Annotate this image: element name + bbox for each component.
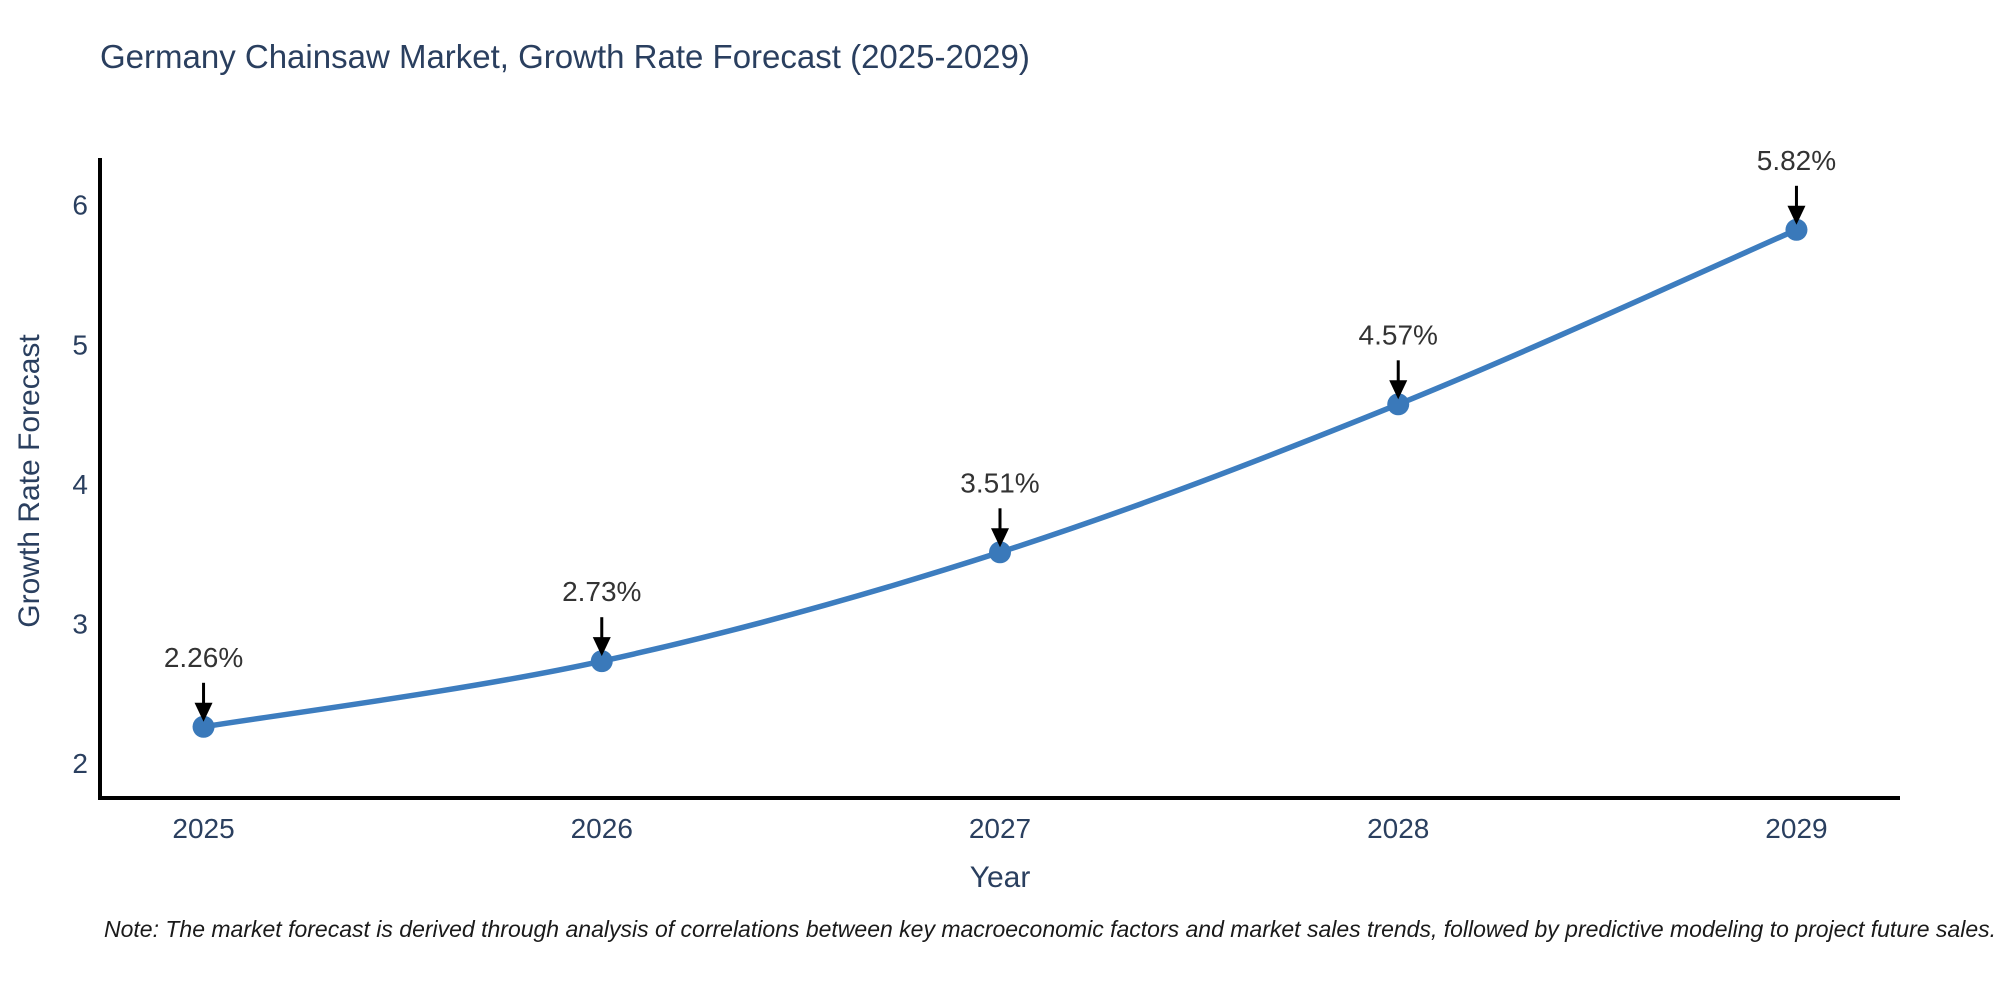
- x-tick-label: 2029: [1765, 813, 1827, 844]
- data-point-label: 4.57%: [1359, 319, 1438, 350]
- y-tick-label: 6: [72, 190, 88, 221]
- x-axis-title: Year: [969, 861, 1031, 894]
- annotation-arrow-head: [194, 702, 213, 722]
- y-tick-label: 3: [72, 608, 88, 639]
- x-tick-label: 2028: [1367, 813, 1429, 844]
- footnote: Note: The market forecast is derived thr…: [104, 916, 1997, 942]
- chart-title: Germany Chainsaw Market, Growth Rate For…: [100, 38, 1030, 75]
- data-point-marker: [1387, 393, 1410, 416]
- data-point-marker: [192, 715, 215, 738]
- y-tick-label: 5: [72, 329, 88, 360]
- data-point-label: 2.26%: [164, 642, 243, 673]
- y-tick-label: 4: [72, 469, 88, 500]
- data-point-label: 2.73%: [562, 576, 641, 607]
- x-tick-label: 2025: [172, 813, 234, 844]
- chart-dynamic-layer: 2 3 4 5 6 2025 2026 2027 2028 2029 2.26% 2.73% 3.51%…: [72, 145, 1836, 844]
- x-tick-label: 2026: [571, 813, 633, 844]
- annotation-arrow-head: [1389, 380, 1408, 400]
- data-point-marker: [590, 650, 613, 673]
- annotation-arrow-head: [592, 637, 611, 657]
- data-point-label: 3.51%: [960, 467, 1039, 498]
- y-tick-label: 2: [72, 748, 88, 779]
- y-axis-title: Growth Rate Forecast: [13, 334, 46, 628]
- annotation-arrow-head: [1787, 205, 1806, 225]
- data-point-marker: [1785, 218, 1808, 241]
- x-tick-label: 2027: [969, 813, 1031, 844]
- data-point-marker: [989, 541, 1011, 564]
- annotation-arrow-head: [991, 528, 1009, 548]
- data-point-label: 5.82%: [1757, 145, 1836, 176]
